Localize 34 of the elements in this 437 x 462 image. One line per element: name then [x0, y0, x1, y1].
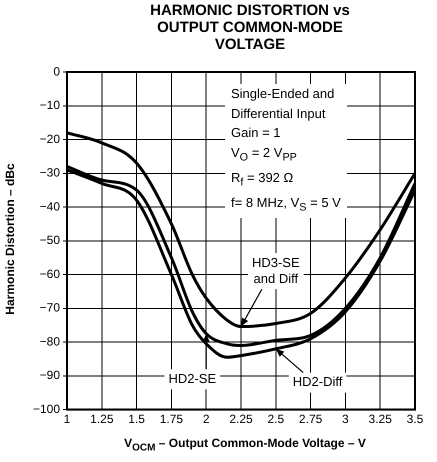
annotation: f= 8 MHz, V$_{S}$ = 5 V [231, 194, 341, 216]
annotation: Differential Input [231, 104, 326, 123]
y-axis-title: Harmonic Distortion – dBc [3, 162, 17, 317]
x-tick-label: 3.5 [406, 412, 424, 426]
annotation: Gain = 1 [231, 124, 282, 142]
y-tick-label: −60 [40, 266, 60, 281]
y-tick-label: −90 [40, 368, 60, 382]
y-tick-label: −70 [40, 300, 60, 315]
text: HD3-SE and Diff [252, 254, 300, 286]
annotation: V$_{O}$ = 2 V$_{PP}$ [231, 144, 298, 166]
y-tick-label: −10 [40, 98, 60, 112]
x-tick-label: 3 [342, 412, 350, 426]
y-tick-label: −80 [40, 334, 60, 348]
x-axis-title: V$_{OCM}$ – Output Common-Mode Voltage – V [123, 436, 367, 454]
y-tick-label: −40 [40, 199, 60, 214]
x-tick-label: 1.5 [128, 412, 146, 426]
text: HD2-SE [168, 370, 216, 386]
y-tick-label: −20 [40, 132, 60, 146]
x-tick-label: 2.75 [298, 412, 323, 426]
annotation: Single-Ended and [231, 85, 336, 103]
x-tick-label: 3.25 [368, 412, 392, 426]
x-tick-label: 1.25 [90, 412, 114, 426]
x-tick-label: 1 [64, 412, 71, 426]
legend-label: HD2-Diff [292, 374, 343, 390]
x-tick-label: 2.5 [267, 412, 284, 426]
x-tick-label: 2.25 [229, 412, 254, 426]
y-tick-label: −30 [40, 166, 60, 180]
y-tick-label: 0 [53, 64, 60, 78]
y-tick-label: −50 [40, 233, 60, 248]
x-tick-label: 2 [202, 412, 210, 426]
chart-title: HARMONIC DISTORTION vs OUTPUT COMMON-MODE VOLTAGE [149, 2, 351, 53]
x-tick-label: 1.75 [160, 412, 184, 426]
y-tick-label: −100 [33, 402, 60, 416]
annotation: R$_{f}$ = 392 Ω [231, 168, 294, 190]
